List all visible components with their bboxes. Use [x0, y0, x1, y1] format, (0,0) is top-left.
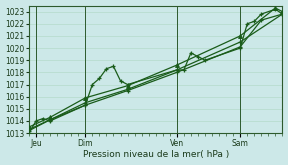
X-axis label: Pression niveau de la mer( hPa ): Pression niveau de la mer( hPa ): [83, 150, 229, 159]
